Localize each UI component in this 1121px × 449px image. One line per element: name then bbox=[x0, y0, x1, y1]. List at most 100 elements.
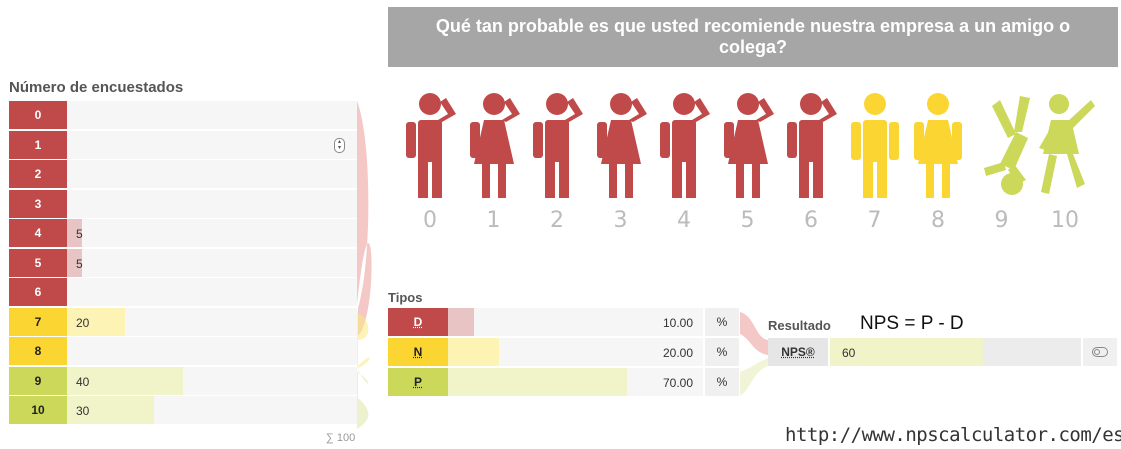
flow-result-detractor bbox=[740, 312, 768, 355]
score-row: 7 20 bbox=[9, 308, 357, 336]
score-table: 0 1 ▴ ▾ 2 3 4 5 5 5 6 7 20 8 9 40 10 30 bbox=[9, 101, 357, 426]
figure-number: 6 bbox=[779, 208, 843, 233]
figure-number: 1 bbox=[462, 208, 526, 233]
figure-number: 0 bbox=[398, 208, 462, 233]
score-row: 10 30 bbox=[9, 396, 357, 424]
score-input[interactable] bbox=[67, 190, 357, 218]
score-count: 40 bbox=[76, 375, 89, 389]
percent-unit: % bbox=[705, 308, 739, 336]
person-dress-scratching-head-icon bbox=[589, 92, 653, 202]
score-row: 55 bbox=[9, 249, 357, 277]
score-row: 1 ▴ ▾ bbox=[9, 131, 357, 159]
score-row: 0 bbox=[9, 101, 357, 129]
type-label: P bbox=[388, 368, 448, 396]
score-input[interactable]: ▴ ▾ bbox=[67, 131, 357, 159]
score-row: 6 bbox=[9, 278, 357, 306]
toggle-button[interactable] bbox=[1083, 338, 1117, 366]
score-input[interactable] bbox=[67, 337, 357, 365]
question-text: Qué tan probable es que usted recomiende… bbox=[418, 16, 1088, 58]
type-bar-fill bbox=[448, 338, 499, 366]
figure-number: 3 bbox=[589, 208, 653, 233]
figure-number: 8 bbox=[906, 208, 970, 233]
type-bar-fill bbox=[448, 368, 627, 396]
figure-number: 5 bbox=[716, 208, 780, 233]
person-dress-standing-icon bbox=[906, 92, 970, 202]
type-label: D bbox=[388, 308, 448, 336]
type-value: 20.00 bbox=[663, 346, 693, 360]
score-label: 2 bbox=[9, 160, 67, 188]
person-scratching-head-icon bbox=[398, 92, 462, 202]
types-title: Tipos bbox=[388, 290, 422, 305]
score-row: 2 bbox=[9, 160, 357, 188]
type-value: 70.00 bbox=[663, 376, 693, 390]
result-row: NPS® 60 bbox=[768, 338, 1117, 366]
score-row: 45 bbox=[9, 219, 357, 247]
score-count: 5 bbox=[76, 257, 83, 271]
nps-label: NPS® bbox=[768, 338, 828, 366]
percent-unit: % bbox=[705, 338, 739, 366]
person-standing-icon bbox=[843, 92, 907, 202]
score-count: 20 bbox=[76, 316, 89, 330]
score-input[interactable]: 30 bbox=[67, 396, 357, 424]
score-label: 1 bbox=[9, 131, 67, 159]
type-value-field: 20.00 bbox=[448, 338, 703, 366]
person-dress-jumping-icon bbox=[1033, 92, 1097, 202]
score-label: 6 bbox=[9, 278, 67, 306]
question-banner: Qué tan probable es que usted recomiende… bbox=[388, 7, 1118, 67]
person-dress-scratching-head-icon bbox=[716, 92, 780, 202]
score-label: 10 bbox=[9, 396, 67, 424]
types-table: D 10.00% N 20.00% P 70.00% bbox=[388, 308, 740, 398]
person-handstand-icon bbox=[970, 92, 1034, 202]
result-title: Resultado bbox=[768, 318, 831, 333]
score-input[interactable]: 5 bbox=[67, 219, 357, 247]
score-input[interactable]: 5 bbox=[67, 249, 357, 277]
sum-label: ∑ 100 bbox=[326, 432, 355, 444]
type-row: D 10.00% bbox=[388, 308, 740, 336]
person-scratching-head-icon bbox=[779, 92, 843, 202]
score-input[interactable]: 20 bbox=[67, 308, 357, 336]
figure-number: 9 bbox=[970, 208, 1034, 233]
nps-value: 60 bbox=[842, 346, 855, 360]
flow-passive bbox=[357, 312, 370, 368]
type-value: 10.00 bbox=[663, 316, 693, 330]
figure-number: 2 bbox=[525, 208, 589, 233]
score-label: 0 bbox=[9, 101, 67, 129]
flow-result-promoter bbox=[740, 358, 768, 396]
score-label: 7 bbox=[9, 308, 67, 336]
type-label: N bbox=[388, 338, 448, 366]
figure-number: 4 bbox=[652, 208, 716, 233]
score-input[interactable] bbox=[67, 160, 357, 188]
score-label: 4 bbox=[9, 219, 67, 247]
type-bar-fill bbox=[448, 308, 474, 336]
spinner-icon[interactable]: ▴ ▾ bbox=[334, 138, 345, 153]
score-row: 3 bbox=[9, 190, 357, 218]
score-row: 9 40 bbox=[9, 367, 357, 395]
score-input[interactable] bbox=[67, 278, 357, 306]
score-label: 5 bbox=[9, 249, 67, 277]
percent-unit: % bbox=[705, 368, 739, 396]
score-input[interactable] bbox=[67, 101, 357, 129]
person-scratching-head-icon bbox=[525, 92, 589, 202]
score-label: 3 bbox=[9, 190, 67, 218]
score-figures: 0 1 2 3 4 5 6 7 8 9 10 bbox=[398, 92, 1110, 232]
nps-formula: NPS = P - D bbox=[860, 313, 964, 335]
figure-number: 7 bbox=[843, 208, 907, 233]
nps-value-field: 60 bbox=[830, 338, 1081, 366]
figure-number: 10 bbox=[1033, 208, 1097, 233]
score-count: 30 bbox=[76, 404, 89, 418]
flow-promoter bbox=[357, 370, 368, 429]
type-row: N 20.00% bbox=[388, 338, 740, 366]
toggle-icon bbox=[1092, 347, 1108, 357]
score-count: 5 bbox=[76, 227, 83, 241]
score-label: 8 bbox=[9, 337, 67, 365]
website-url[interactable]: http://www.npscalculator.com/es bbox=[785, 424, 1121, 446]
person-scratching-head-icon bbox=[652, 92, 716, 202]
score-label: 9 bbox=[9, 367, 67, 395]
flow-detractor bbox=[357, 101, 372, 336]
type-value-field: 70.00 bbox=[448, 368, 703, 396]
score-row: 8 bbox=[9, 337, 357, 365]
person-dress-scratching-head-icon bbox=[462, 92, 526, 202]
score-input[interactable]: 40 bbox=[67, 367, 357, 395]
respondents-title: Número de encuestados bbox=[9, 79, 183, 96]
type-value-field: 10.00 bbox=[448, 308, 703, 336]
